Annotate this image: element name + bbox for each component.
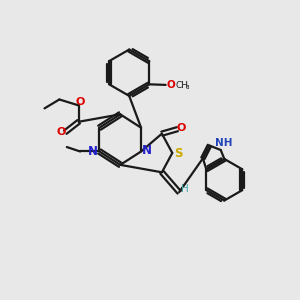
Text: O: O: [76, 97, 85, 106]
Text: O: O: [56, 127, 66, 137]
Text: N: N: [142, 144, 152, 157]
Text: N: N: [88, 145, 98, 158]
Text: O: O: [167, 80, 176, 90]
Text: ₃: ₃: [186, 82, 190, 91]
Text: S: S: [175, 147, 183, 161]
Text: H: H: [181, 184, 188, 194]
Text: NH: NH: [215, 139, 232, 148]
Text: CH: CH: [175, 81, 188, 90]
Text: O: O: [176, 123, 186, 133]
